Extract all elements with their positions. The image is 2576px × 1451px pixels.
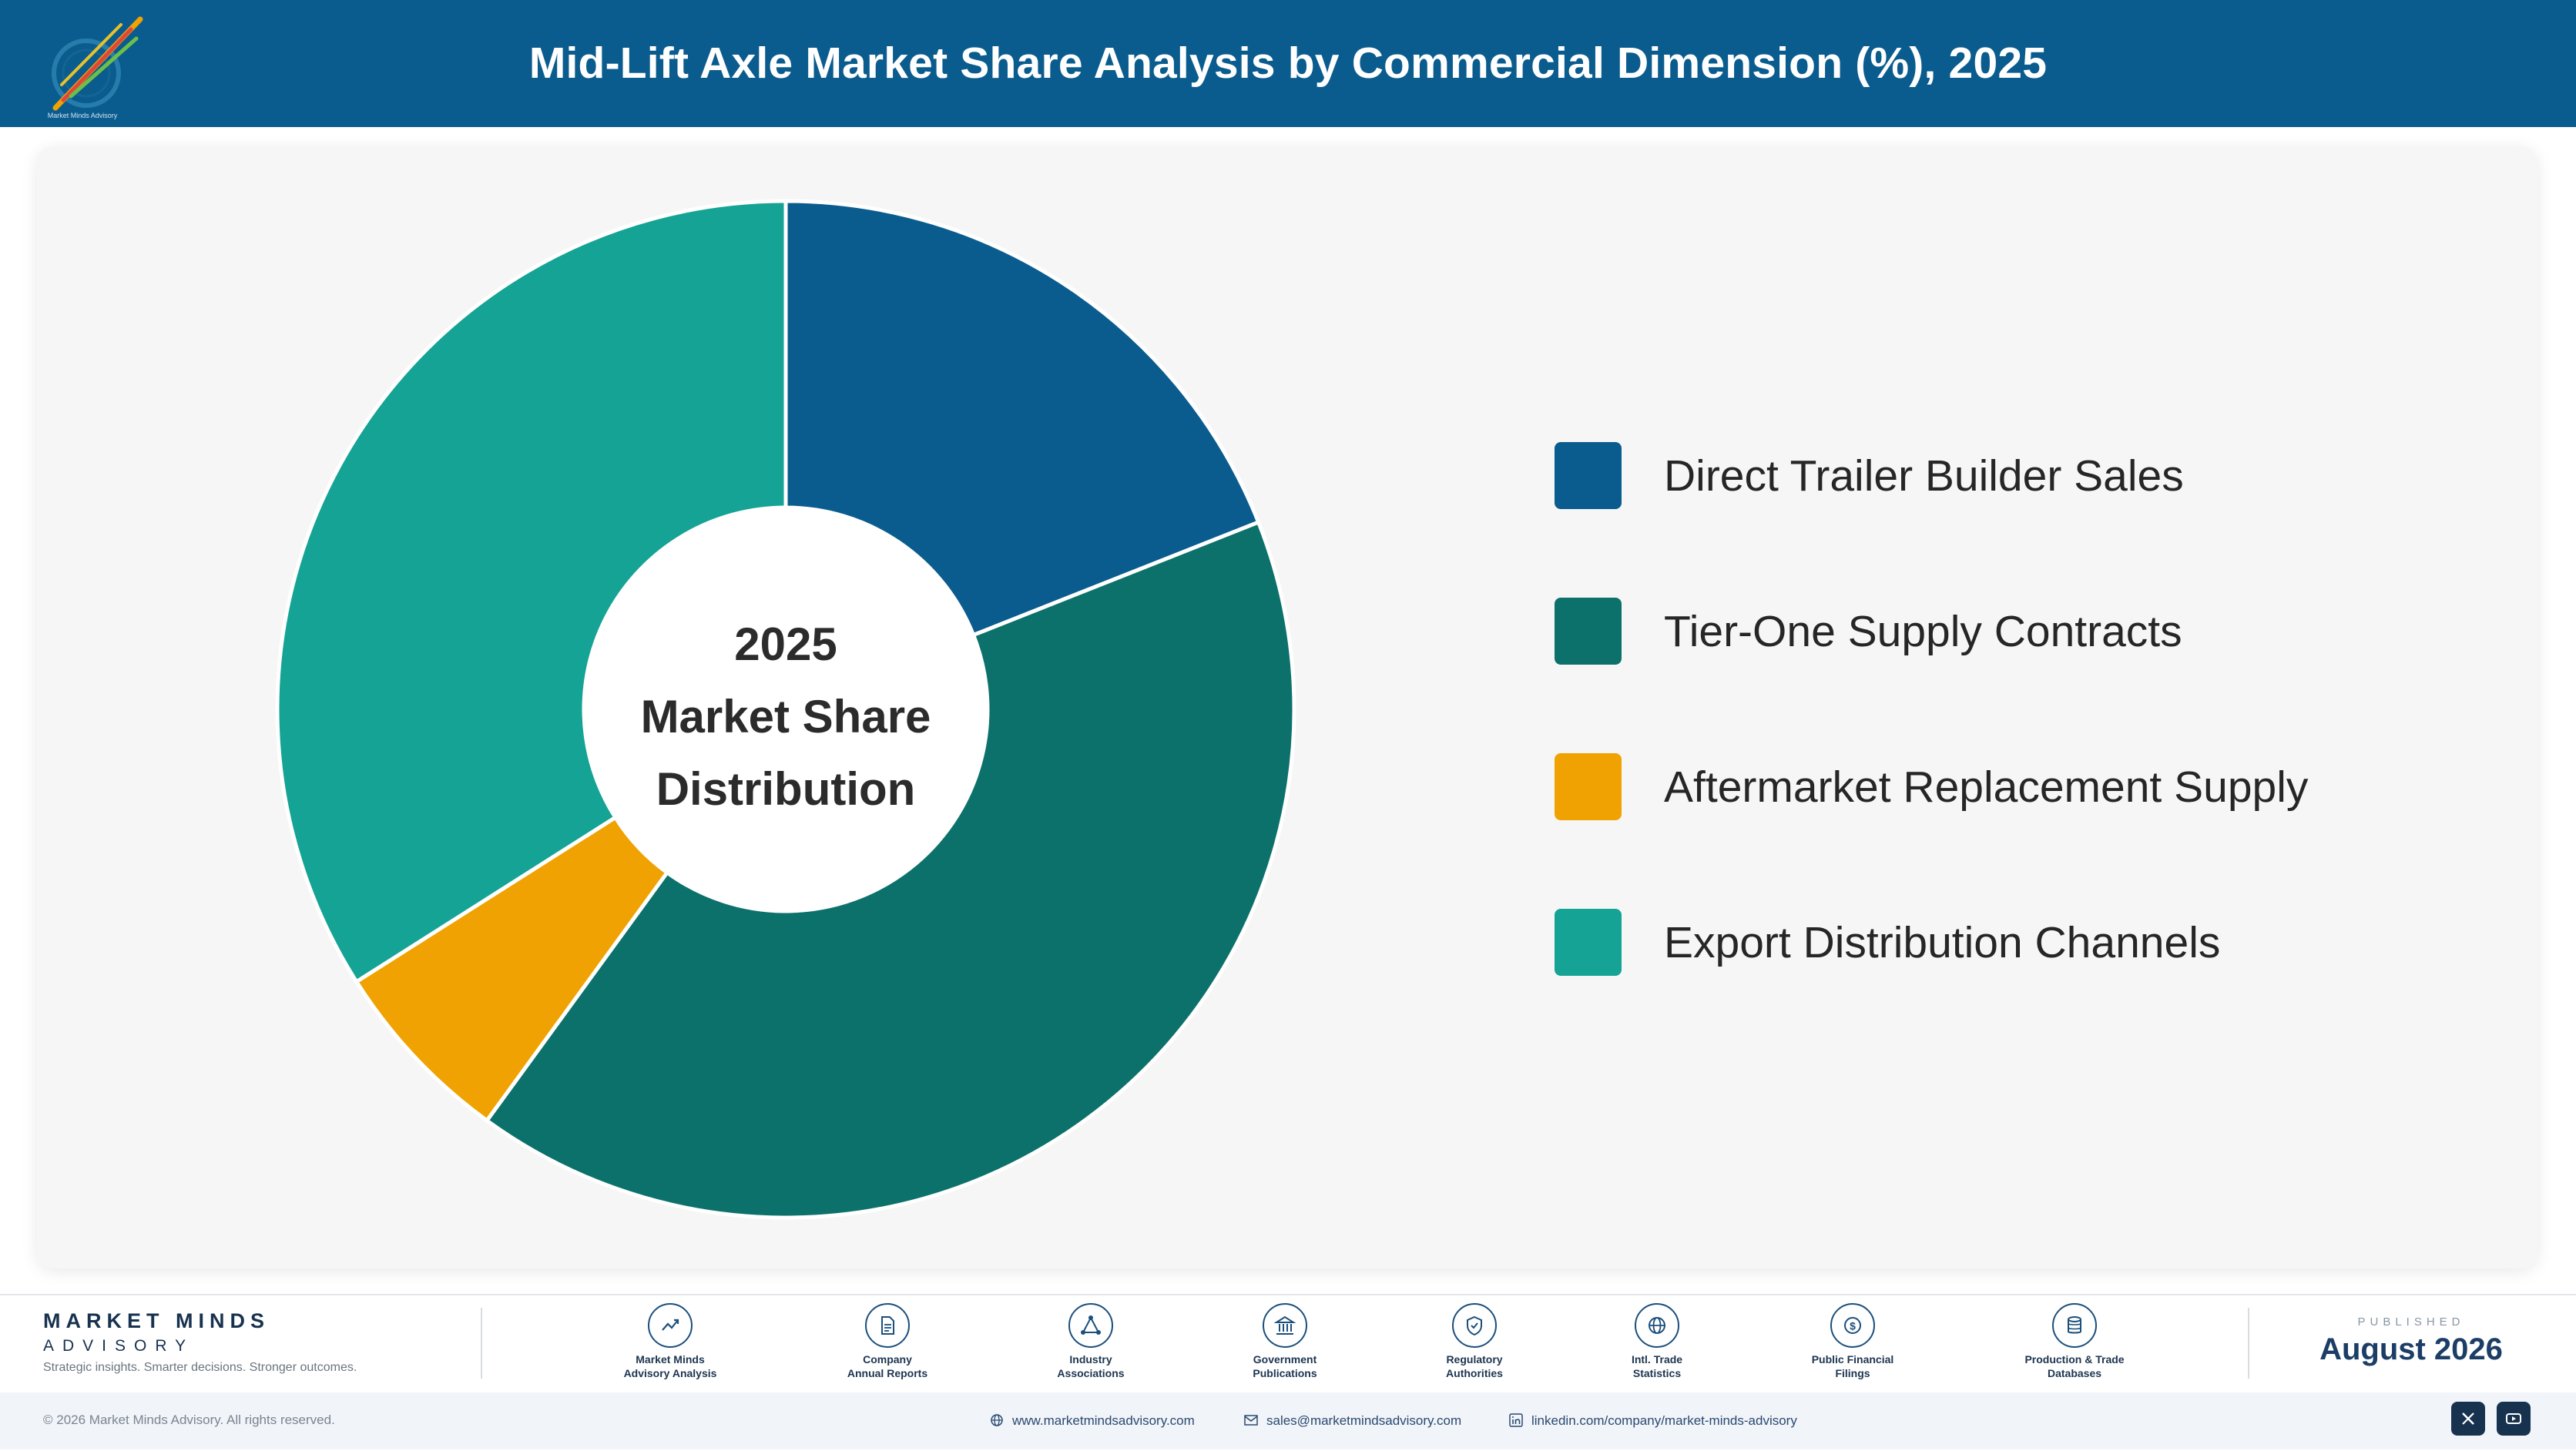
database-icon [2052, 1303, 2097, 1348]
svg-text:$: $ [1850, 1320, 1856, 1332]
dollar-icon: $ [1830, 1303, 1875, 1348]
x-icon [2462, 1412, 2474, 1425]
source-production-trade-databases: Production & Trade Databases [2013, 1303, 2136, 1380]
trend-icon [648, 1303, 693, 1348]
source-label: Public Financial [1811, 1353, 1894, 1366]
source-label: Databases [2047, 1367, 2102, 1379]
donut-center-label: 2025 Market Share Distribution [593, 608, 978, 826]
bottom-bar [0, 1392, 2576, 1449]
published-label: PUBLISHED [2357, 1315, 2465, 1329]
source-label: Associations [1057, 1367, 1125, 1379]
source-public-financial-filings: $ Public Financial Filings [1791, 1303, 1914, 1380]
mail-icon [1244, 1415, 1258, 1426]
source-company-reports: Company Annual Reports [826, 1303, 949, 1380]
source-label: Intl. Trade [1631, 1353, 1683, 1366]
source-market-minds-analysis: Market Minds Advisory Analysis [609, 1303, 732, 1380]
youtube-social-button[interactable] [2497, 1402, 2531, 1436]
legend-swatch [1555, 753, 1622, 820]
source-government-publications: Government Publications [1223, 1303, 1347, 1380]
legend-label: Direct Trailer Builder Sales [1664, 451, 2184, 501]
donut-slice-4 [275, 199, 788, 985]
source-label: Production & Trade [2024, 1353, 2125, 1366]
website-link[interactable]: www.marketmindsadvisory.com [989, 1412, 1195, 1429]
source-label: Annual Reports [847, 1367, 928, 1379]
globe-icon [1635, 1303, 1679, 1348]
footer-brand-sub: ADVISORY [43, 1337, 195, 1355]
x-social-button[interactable] [2451, 1402, 2485, 1436]
legend-swatch [1555, 442, 1622, 509]
linkedin-icon [1509, 1413, 1523, 1427]
donut-hole [584, 508, 988, 911]
source-label: Advisory Analysis [623, 1367, 717, 1379]
legend-label: Tier-One Supply Contracts [1664, 607, 2182, 656]
email-text: sales@marketmindsadvisory.com [1266, 1413, 1462, 1428]
source-label: Market Minds [636, 1353, 705, 1366]
government-icon [1263, 1303, 1307, 1348]
page-title: Mid-Lift Axle Market Share Analysis by C… [528, 39, 2048, 88]
source-label: Statistics [1632, 1367, 1682, 1379]
market-minds-logo-icon: Market Minds Advisory [48, 16, 143, 119]
source-label: Government [1253, 1353, 1317, 1366]
center-label-line3: Distribution [656, 763, 916, 815]
published-date: August 2026 [2319, 1332, 2503, 1366]
source-label: Authorities [1446, 1367, 1503, 1379]
globe-icon [991, 1414, 1003, 1426]
email-link[interactable]: sales@marketmindsadvisory.com [1243, 1412, 1461, 1429]
source-regulatory-authorities: Regulatory Authorities [1413, 1303, 1536, 1380]
center-label-year: 2025 [734, 618, 837, 670]
footer-divider [2248, 1308, 2249, 1379]
source-industry-associations: Industry Associations [1029, 1303, 1152, 1380]
center-label-line2: Market Share [640, 691, 931, 742]
source-label: Industry [1069, 1353, 1112, 1366]
source-intl-trade-statistics: Intl. Trade Statistics [1595, 1303, 1719, 1380]
shield-icon [1452, 1303, 1497, 1348]
source-label: Filings [1835, 1367, 1870, 1379]
legend-swatch [1555, 909, 1622, 976]
youtube-icon [2506, 1413, 2521, 1424]
footer-brand-name: MARKET MINDS [43, 1309, 270, 1332]
legend-label: Aftermarket Replacement Supply [1664, 762, 2309, 812]
footer-tagline: Strategic insights. Smarter decisions. S… [43, 1361, 357, 1374]
source-label: Company [863, 1353, 912, 1366]
network-icon [1068, 1303, 1113, 1348]
header-bar [0, 0, 2576, 127]
donut-chart [275, 199, 1294, 1218]
linkedin-link[interactable]: linkedin.com/company/market-minds-adviso… [1508, 1412, 1797, 1429]
document-icon [865, 1303, 910, 1348]
source-label: Publications [1253, 1367, 1317, 1379]
footer-divider [481, 1308, 482, 1379]
copyright-text: © 2026 Market Minds Advisory. All rights… [43, 1412, 335, 1427]
legend-swatch [1555, 598, 1622, 665]
website-text: www.marketmindsadvisory.com [1012, 1413, 1195, 1428]
linkedin-text: linkedin.com/company/market-minds-adviso… [1531, 1413, 1797, 1428]
source-label: Regulatory [1446, 1353, 1503, 1366]
svg-text:Market Minds Advisory: Market Minds Advisory [48, 112, 118, 119]
legend-label: Export Distribution Channels [1664, 918, 2221, 967]
